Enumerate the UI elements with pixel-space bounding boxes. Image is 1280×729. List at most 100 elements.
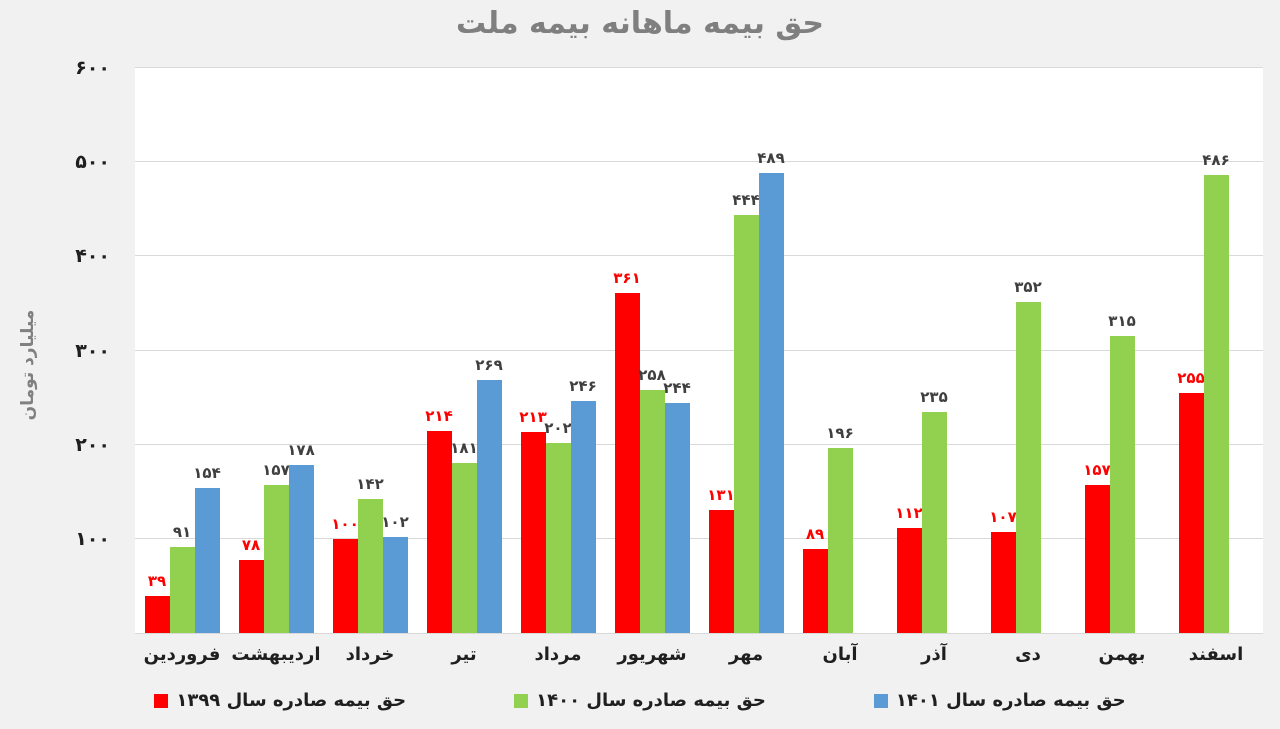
bar-value-label: ۷۸ — [241, 535, 261, 554]
x-axis-label: شهریور — [617, 644, 687, 665]
gridline — [135, 255, 1263, 257]
y-tick-label: ۴۰۰ — [75, 245, 110, 268]
x-axis-label: بهمن — [1098, 644, 1146, 665]
y-tick-label: ۱۰۰ — [75, 527, 110, 550]
x-axis-label: آذر — [921, 644, 947, 665]
bar-1400-m5 — [545, 442, 571, 633]
bar-1401-m2 — [288, 465, 314, 633]
legend-swatch-1401 — [873, 693, 888, 708]
bar-1400-m9 — [921, 411, 947, 633]
bar-value-label: ۲۴۴ — [663, 379, 691, 398]
bar-value-label: ۲۵۸ — [638, 366, 666, 385]
bar-1400-m1 — [169, 547, 195, 633]
legend-item-1400: حق بیمه صادره سال ۱۴۰۰ — [514, 690, 766, 711]
bar-1399-m6 — [614, 293, 640, 633]
bar-1401-m4 — [476, 379, 502, 633]
x-axis-label: فروردین — [143, 644, 221, 665]
bar-value-label: ۲۱۳ — [519, 408, 547, 427]
chart-title: حق بیمه ماهانه بیمه ملت — [455, 6, 824, 41]
gridline — [135, 443, 1263, 445]
bar-value-label: ۱۰۲ — [381, 512, 409, 531]
bar-1401-m3 — [382, 536, 408, 633]
x-axis-label: خرداد — [345, 644, 395, 665]
bar-value-label: ۳۵۲ — [1014, 277, 1042, 296]
gridline — [135, 349, 1263, 351]
legend-label-1400: حق بیمه صادره سال ۱۴۰۰ — [536, 690, 766, 711]
legend-label-1399: حق بیمه صادره سال ۱۳۹۹ — [176, 690, 407, 711]
legend-swatch-1400 — [514, 693, 529, 708]
bar-value-label: ۳۹ — [147, 572, 167, 591]
legend: حق بیمه صادره سال ۱۳۹۹ حق بیمه صادره سال … — [0, 690, 1280, 711]
bar-value-label: ۴۴۴ — [732, 190, 760, 209]
legend-swatch-1399 — [154, 693, 169, 708]
bar-1399-m3 — [332, 538, 358, 633]
bar-value-label: ۱۵۷ — [1083, 461, 1111, 480]
bar-1400-m2 — [263, 485, 289, 633]
x-axis-label: آبان — [822, 644, 858, 665]
bar-value-label: ۹۱ — [172, 523, 192, 542]
legend-item-1399: حق بیمه صادره سال ۱۳۹۹ — [154, 690, 406, 711]
bar-1399-m1 — [144, 596, 170, 633]
x-axis-label: اردیبهشت — [231, 644, 321, 665]
bar-1399-m8 — [802, 549, 828, 633]
bar-value-label: ۴۸۹ — [757, 148, 785, 167]
gridline — [135, 67, 1263, 68]
bar-1400-m10 — [1015, 301, 1041, 633]
plot-area: ۳۹ ۹۱ ۱۵۴ ۷۸ ۱۵۷ ۱۷۸ ۱۰۰ ۱۴۲ ۱۰۲ ۲۱۴ ۱۸۱ ۲۶۹ ۲۱۳ ۲۰۲ ۲… — [135, 67, 1263, 634]
bar-value-label: ۱۴۲ — [356, 475, 384, 494]
bar-1401-m5 — [570, 401, 596, 633]
bar-value-label: ۲۱۴ — [425, 407, 453, 426]
bar-1400-m8 — [827, 448, 853, 633]
x-axis-label: اسفند — [1188, 644, 1244, 665]
bar-1400-m3 — [357, 499, 383, 633]
bar-1401-m6 — [664, 403, 690, 633]
bar-value-label: ۸۹ — [805, 525, 825, 544]
bar-value-label: ۲۰۲ — [544, 418, 572, 437]
bar-value-label: ۱۹۶ — [826, 424, 854, 443]
bar-1400-m7 — [733, 214, 759, 633]
bar-value-label: ۱۸۱ — [450, 438, 478, 457]
bar-value-label: ۱۵۴ — [193, 463, 221, 482]
gridline — [135, 633, 1263, 634]
bar-value-label: ۱۰۰ — [331, 514, 359, 533]
bar-1399-m10 — [990, 532, 1016, 633]
bar-value-label: ۱۱۲ — [895, 503, 923, 522]
bar-value-label: ۳۶۱ — [613, 269, 641, 288]
bar-value-label: ۳۱۵ — [1108, 312, 1136, 331]
bar-1400-m6 — [639, 390, 665, 633]
bar-value-label: ۱۳۱ — [707, 485, 735, 504]
bar-value-label: ۱۵۷ — [262, 461, 290, 480]
x-axis-label: مهر — [728, 644, 764, 665]
bar-1400-m12 — [1203, 175, 1229, 633]
bar-1400-m11 — [1109, 336, 1135, 633]
bar-1399-m2 — [238, 559, 264, 633]
bar-value-label: ۲۶۹ — [475, 355, 503, 374]
x-axis-label: تیر — [451, 644, 477, 665]
bar-1399-m9 — [896, 527, 922, 633]
gridline — [135, 537, 1263, 539]
bar-1399-m7 — [708, 509, 734, 633]
bar-1399-m4 — [426, 431, 452, 633]
bar-1399-m12 — [1178, 392, 1204, 633]
y-tick-label: ۶۰۰ — [75, 57, 110, 79]
bar-1401-m7 — [758, 172, 784, 633]
bar-value-label: ۱۰۷ — [989, 508, 1017, 527]
bar-1400-m4 — [451, 462, 477, 633]
y-tick-label: ۳۰۰ — [75, 339, 110, 362]
legend-label-1401: حق بیمه صادره سال ۱۴۰۱ — [895, 690, 1126, 711]
bar-value-label: ۱۷۸ — [287, 441, 315, 460]
gridline — [135, 161, 1263, 163]
bar-1399-m5 — [520, 432, 546, 633]
legend-item-1401: حق بیمه صادره سال ۱۴۰۱ — [873, 690, 1126, 711]
y-tick-label: ۵۰۰ — [75, 151, 110, 174]
bar-value-label: ۴۸۶ — [1202, 151, 1230, 170]
x-axis-label: مرداد — [534, 644, 582, 665]
bar-1401-m1 — [194, 487, 220, 633]
bar-value-label: ۲۳۵ — [920, 387, 948, 406]
x-axis-label: دی — [1015, 644, 1041, 665]
bar-value-label: ۲۵۵ — [1177, 368, 1205, 387]
bar-value-label: ۲۴۶ — [569, 377, 597, 396]
bar-1399-m11 — [1084, 485, 1110, 633]
y-tick-label: ۲۰۰ — [75, 433, 110, 456]
